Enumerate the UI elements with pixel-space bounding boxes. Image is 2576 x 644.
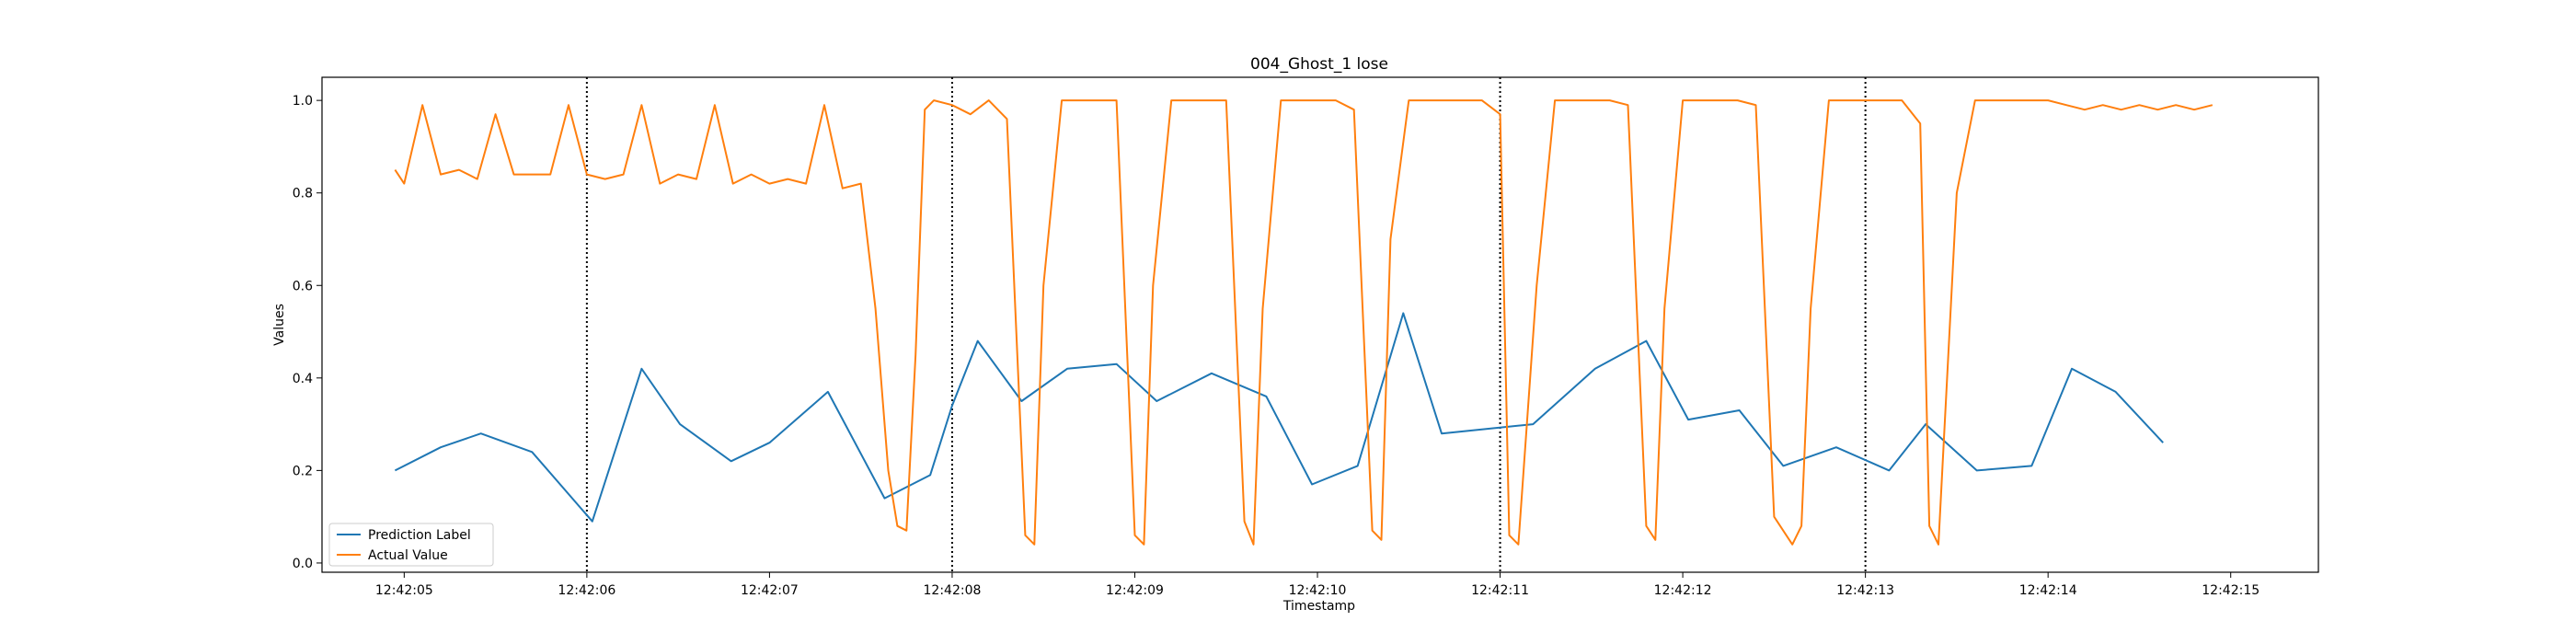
y-tick-label: 0.0 [293,557,313,571]
x-axis-title: Timestamp [1282,599,1355,614]
legend: Prediction Label Actual Value [328,523,494,567]
series-layer [394,99,2214,546]
y-tick-label: 0.2 [293,464,313,478]
x-tick-label: 12:42:06 [558,583,615,598]
legend-label-prediction-label: Prediction Label [368,528,471,543]
x-tick-label: 12:42:09 [1106,583,1164,598]
x-tick-label: 12:42:11 [1471,583,1529,598]
x-tick-label: 12:42:14 [2019,583,2077,598]
x-tick-label: 12:42:12 [1654,583,1712,598]
legend-box [328,523,494,567]
legend-label-actual-value: Actual Value [368,548,448,563]
y-axis: 0.0 0.2 0.4 0.6 0.8 1.0 [293,94,322,571]
chart-title: 004_Ghost_1 lose [1250,55,1388,74]
x-axis: 12:42:05 12:42:06 12:42:07 12:42:08 12:42:09… [375,572,2260,598]
plot-area-frame [321,76,2319,573]
y-tick-label: 0.6 [293,279,313,293]
y-axis-title: Values [272,304,287,346]
x-tick-label: 12:42:05 [375,583,433,598]
x-tick-label: 12:42:15 [2202,583,2260,598]
x-tick-label: 12:42:10 [1289,583,1347,598]
y-tick-label: 1.0 [293,94,313,109]
x-tick-label: 12:42:07 [741,583,799,598]
series-line-actual-value [394,99,2214,546]
x-tick-label: 12:42:13 [1836,583,1894,598]
x-tick-label: 12:42:08 [924,583,982,598]
y-tick-label: 0.8 [293,187,313,201]
y-tick-label: 0.4 [293,372,313,386]
